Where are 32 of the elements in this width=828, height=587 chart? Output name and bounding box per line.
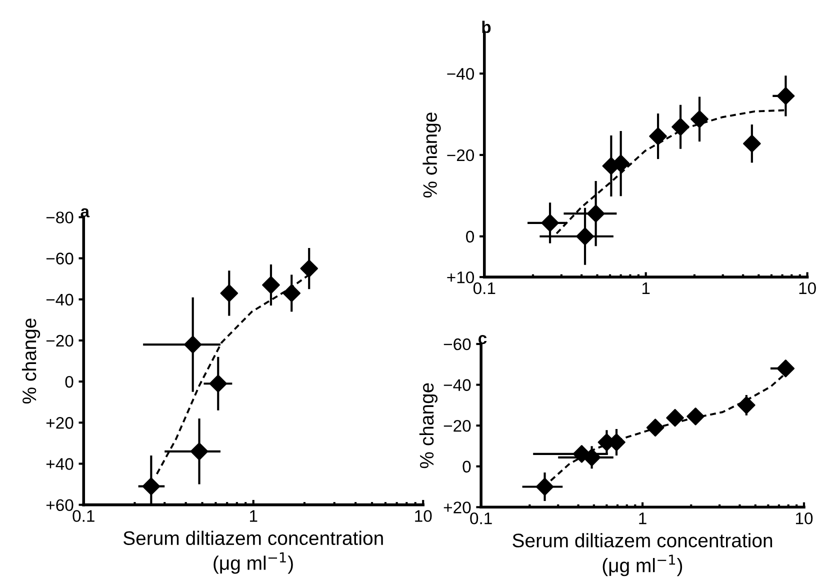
y-tick-label: −60 xyxy=(444,338,471,350)
y-tick-label: 0 xyxy=(65,376,74,388)
x-tick-label: 10 xyxy=(799,282,816,294)
y-tick-label: −80 xyxy=(46,212,74,224)
y-tick-label: −60 xyxy=(46,252,74,264)
y-tick-label: +10 xyxy=(447,271,474,284)
y-tick-label: −40 xyxy=(444,379,471,391)
x-axis-title: Serum diltiazem concentration (μg ml$^{−1}$) xyxy=(123,530,383,574)
x-tick-label: 1 xyxy=(642,282,650,294)
y-tick-label: −20 xyxy=(444,420,471,432)
y-axis-title: % change xyxy=(419,383,438,468)
x-tick-label: 1 xyxy=(250,510,258,522)
x-tick-label: 10 xyxy=(796,512,813,524)
y-tick-label: −40 xyxy=(447,68,474,80)
y-tick-label: −40 xyxy=(46,294,74,306)
y-tick-label: −20 xyxy=(447,149,474,162)
y-tick-label: +20 xyxy=(444,502,471,514)
y-tick-label: −20 xyxy=(46,334,74,347)
x-tick-label: 0.1 xyxy=(72,510,94,522)
x-tick-label: 10 xyxy=(415,510,432,522)
y-tick-label: +40 xyxy=(46,458,74,470)
y-axis-title: % change xyxy=(422,112,441,198)
chart-title: c xyxy=(478,335,487,344)
y-tick-label: +60 xyxy=(46,499,74,512)
x-axis-title: Serum diltiazem concentration (μg ml$^{−1}$) xyxy=(512,533,772,576)
y-axis-title: % change xyxy=(22,318,40,404)
y-tick-label: +20 xyxy=(46,417,74,429)
y-tick-label: 0 xyxy=(466,230,474,243)
y-tick-label: 0 xyxy=(462,460,471,473)
x-tick-label: 0.1 xyxy=(470,512,492,524)
x-tick-label: 0.1 xyxy=(473,282,496,294)
x-tick-label: 1 xyxy=(639,512,646,524)
